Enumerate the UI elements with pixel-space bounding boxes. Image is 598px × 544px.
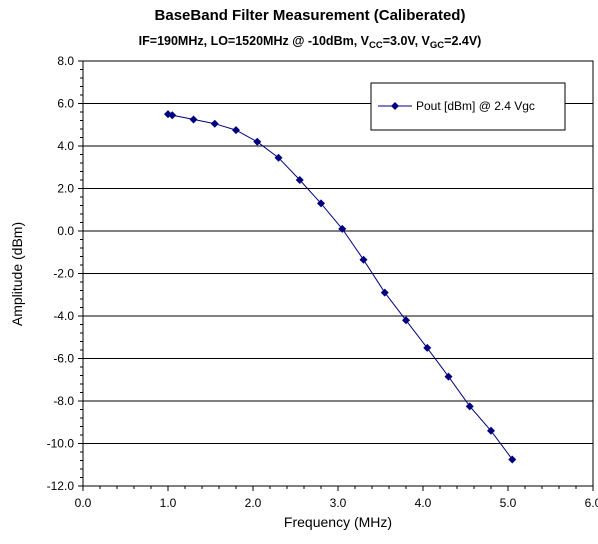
y-tick-label: 8.0 [57, 54, 74, 68]
y-axis-label: Amplitude (dBm) [9, 222, 25, 326]
y-tick-label: -4.0 [53, 309, 74, 323]
y-tick-label: -12.0 [47, 479, 75, 493]
y-tick-label: 2.0 [57, 182, 74, 196]
legend-entry-label: Pout [dBm] @ 2.4 Vgc [416, 99, 535, 113]
legend-marker [391, 102, 399, 110]
y-tick-label: -6.0 [53, 352, 74, 366]
data-point [487, 426, 495, 435]
y-tick-label: 4.0 [57, 139, 74, 153]
data-point [295, 176, 304, 184]
data-point [189, 115, 198, 124]
x-tick-label: 0.0 [75, 496, 92, 510]
data-point [423, 343, 432, 352]
subtitle-prefix: IF=190MHz, LO=1520MHz @ -10dBm, V [139, 34, 370, 48]
series-layer [164, 110, 517, 464]
x-tick-label: 5.0 [500, 496, 517, 510]
data-point [338, 224, 347, 233]
chart-title: BaseBand Filter Measurement (Caliberated… [155, 7, 466, 24]
subtitle-vgc-sub: GC [430, 40, 444, 51]
series-line [167, 113, 513, 460]
x-tick-label: 2.0 [245, 496, 262, 510]
data-point [274, 153, 283, 162]
y-tick-label: -10.0 [47, 437, 75, 451]
data-point [465, 402, 474, 411]
data-point [168, 111, 177, 120]
gridlines [83, 103, 593, 444]
data-point [359, 255, 368, 264]
subtitle-vcc-value: =3.0V, V [383, 34, 431, 48]
subtitle-vcc-sub: CC [369, 40, 383, 51]
data-point [402, 316, 410, 325]
legend: Pout [dBm] @ 2.4 Vgc [370, 82, 566, 131]
data-point [210, 119, 219, 128]
subtitle-vgc-value: =2.4V) [444, 34, 481, 48]
y-tick-label: -2.0 [53, 267, 74, 281]
x-tick-label: 1.0 [160, 496, 177, 510]
data-point [253, 137, 262, 146]
x-tick-label: 6.0 [585, 496, 598, 510]
x-axis-ticks: 0.0 1.0 2.0 3.0 4.0 5.0 6.0 [75, 486, 598, 510]
y-tick-label: -8.0 [53, 394, 74, 408]
data-point [508, 455, 517, 464]
y-tick-label: 6.0 [57, 97, 74, 111]
data-point [232, 126, 240, 135]
y-tick-label: 0.0 [57, 224, 74, 238]
y-axis-ticks: 8.0 6.0 4.0 2.0 0.0 -2.0 -4.0 -6.0 -8.0 -10.0 -12.… [47, 54, 83, 493]
data-point [380, 288, 389, 297]
data-point [444, 372, 453, 381]
data-point [317, 199, 325, 208]
x-tick-label: 4.0 [415, 496, 432, 510]
x-axis-label: Frequency (MHz) [284, 514, 392, 530]
chart-subtitle: IF=190MHz, LO=1520MHz @ -10dBm, VCC=3.0V… [139, 34, 482, 51]
x-tick-label: 3.0 [330, 496, 347, 510]
